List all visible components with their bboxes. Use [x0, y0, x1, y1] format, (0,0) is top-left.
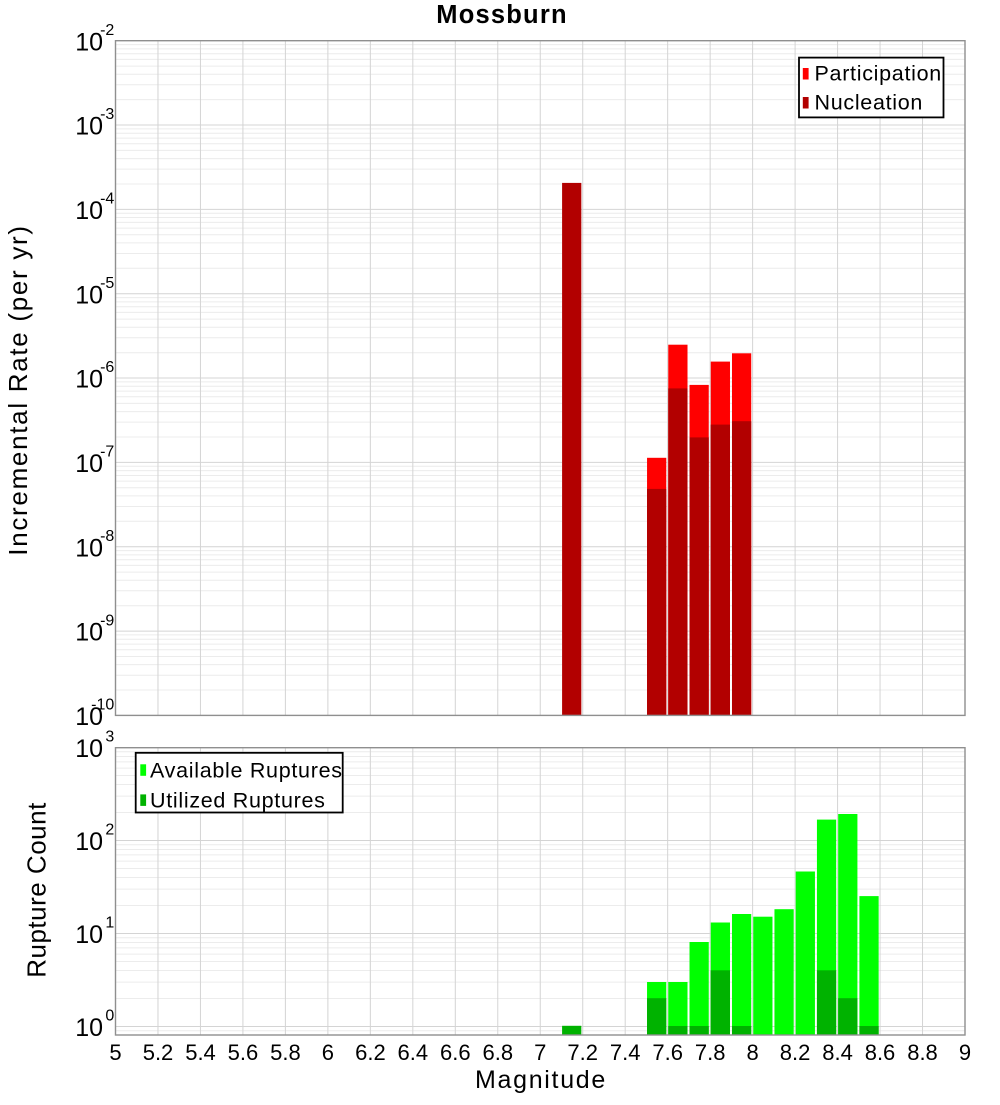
- svg-text:10: 10: [75, 450, 103, 478]
- svg-text:10: 10: [75, 1014, 103, 1042]
- svg-text:5.8: 5.8: [270, 1040, 301, 1065]
- svg-text:3: 3: [105, 729, 114, 746]
- svg-text:Available Ruptures: Available Ruptures: [150, 758, 343, 782]
- svg-text:Utilized Ruptures: Utilized Ruptures: [150, 789, 326, 813]
- svg-text:2: 2: [105, 822, 114, 839]
- svg-text:Incremental Rate (per yr): Incremental Rate (per yr): [3, 224, 33, 555]
- svg-text:-10: -10: [91, 697, 114, 714]
- svg-text:8: 8: [746, 1040, 758, 1065]
- svg-text:0: 0: [105, 1008, 114, 1025]
- svg-text:10: 10: [75, 366, 103, 394]
- svg-text:10: 10: [75, 113, 103, 141]
- svg-text:8.4: 8.4: [822, 1040, 853, 1065]
- svg-text:-5: -5: [100, 275, 114, 292]
- svg-text:7.8: 7.8: [695, 1040, 726, 1065]
- svg-text:-8: -8: [100, 528, 114, 545]
- svg-text:10: 10: [75, 281, 103, 309]
- svg-text:7: 7: [534, 1040, 546, 1065]
- svg-text:Participation: Participation: [815, 62, 942, 86]
- svg-text:7.2: 7.2: [567, 1040, 598, 1065]
- svg-text:Rupture Count: Rupture Count: [22, 802, 52, 978]
- svg-text:5.4: 5.4: [185, 1040, 216, 1065]
- svg-text:10: 10: [75, 534, 103, 562]
- svg-text:8.8: 8.8: [907, 1040, 938, 1065]
- svg-text:8.6: 8.6: [865, 1040, 896, 1065]
- svg-text:6.8: 6.8: [483, 1040, 514, 1065]
- svg-text:9: 9: [959, 1040, 971, 1065]
- svg-text:1: 1: [105, 915, 114, 932]
- svg-text:-9: -9: [100, 612, 114, 629]
- svg-text:5.6: 5.6: [228, 1040, 259, 1065]
- svg-text:5.2: 5.2: [143, 1040, 174, 1065]
- svg-text:Nucleation: Nucleation: [815, 91, 924, 115]
- svg-text:7.6: 7.6: [652, 1040, 683, 1065]
- svg-text:10: 10: [75, 735, 103, 763]
- svg-text:8.2: 8.2: [780, 1040, 811, 1065]
- svg-text:-2: -2: [100, 22, 114, 39]
- svg-text:10: 10: [75, 921, 103, 949]
- svg-text:5: 5: [109, 1040, 121, 1065]
- svg-text:10: 10: [75, 828, 103, 856]
- svg-text:10: 10: [75, 703, 103, 731]
- svg-text:Magnitude: Magnitude: [475, 1066, 607, 1094]
- svg-text:7.4: 7.4: [610, 1040, 641, 1065]
- svg-text:-4: -4: [100, 191, 114, 208]
- svg-text:6: 6: [322, 1040, 334, 1065]
- svg-text:10: 10: [75, 28, 103, 56]
- svg-text:-7: -7: [100, 444, 114, 461]
- svg-text:10: 10: [75, 197, 103, 225]
- svg-text:-6: -6: [100, 359, 114, 376]
- svg-text:6.6: 6.6: [440, 1040, 471, 1065]
- svg-text:6.4: 6.4: [398, 1040, 429, 1065]
- svg-text:Mossburn: Mossburn: [436, 1, 567, 29]
- svg-text:6.2: 6.2: [355, 1040, 386, 1065]
- svg-text:10: 10: [75, 619, 103, 647]
- svg-text:-3: -3: [100, 106, 114, 123]
